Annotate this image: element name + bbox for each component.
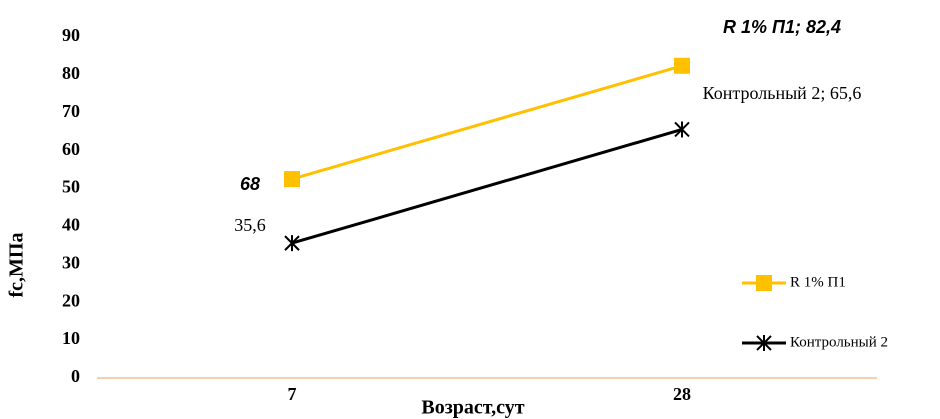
x-tick-label: 28 [673, 384, 691, 404]
y-tick-label: 90 [62, 25, 80, 45]
data-label: Контрольный 2; 65,6 [702, 83, 862, 103]
y-tick-label: 40 [62, 215, 80, 235]
y-tick-label: 30 [62, 252, 80, 272]
data-label: R 1% П1; 82,4 [723, 17, 841, 37]
y-tick-label: 80 [62, 63, 80, 83]
marker [756, 275, 772, 291]
data-label: 35,6 [234, 215, 266, 235]
annotation: 68 [240, 174, 260, 194]
data-label-box: Контрольный 2; 65,6 [702, 83, 862, 103]
legend-label: Контрольный 2 [790, 334, 888, 350]
marker [674, 121, 690, 138]
series-line [291, 128, 683, 245]
y-tick-label: 50 [62, 177, 80, 197]
legend-label: R 1% П1 [790, 274, 846, 290]
y-tick-label: 10 [62, 328, 80, 348]
marker [284, 171, 300, 188]
y-tick-label: 20 [62, 290, 80, 310]
y-axis-title: fc,МПа [6, 233, 28, 298]
x-axis-title: Возраст,сут [421, 397, 524, 419]
marker [674, 57, 690, 74]
marker [284, 235, 300, 252]
series-line [291, 64, 683, 181]
y-tick-label: 0 [71, 366, 80, 386]
y-tick-label: 70 [62, 101, 80, 121]
marker [756, 335, 772, 351]
x-tick-label: 7 [288, 384, 297, 404]
y-tick-label: 60 [62, 139, 80, 159]
